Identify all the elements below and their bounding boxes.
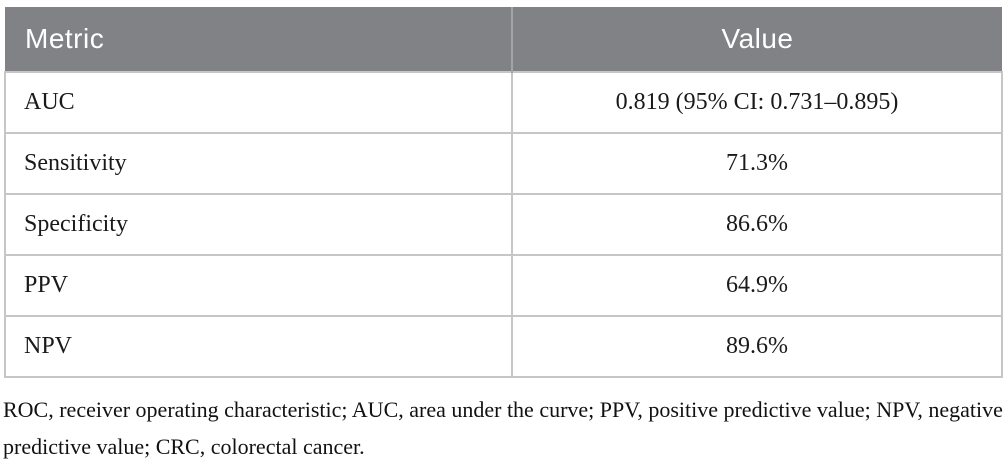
value-cell-specificity: 86.6% [511,193,1003,256]
table-footnote: ROC, receiver operating characteristic; … [3,397,1003,459]
table-header: Metric Value [5,7,1002,72]
value-cell-ppv: 64.9% [511,254,1003,317]
column-header-value: Value [511,7,1002,72]
header-row: Metric Value [5,7,1002,72]
value-cell-npv: 89.6% [511,315,1003,378]
metric-cell-specificity: Specificity [4,193,513,256]
table-row: PPV 64.9% [4,254,1003,317]
metric-cell-auc: AUC [4,71,513,134]
table-row: NPV 89.6% [4,315,1003,378]
table-row: AUC 0.819 (95% CI: 0.731–0.895) [4,71,1003,134]
table-row: Specificity 86.6% [4,193,1003,256]
value-cell-sensitivity: 71.3% [511,132,1003,195]
column-header-metric: Metric [5,7,512,72]
metric-cell-sensitivity: Sensitivity [4,132,513,195]
table-row: Sensitivity 71.3% [4,132,1003,195]
value-cell-auc: 0.819 (95% CI: 0.731–0.895) [511,71,1003,134]
metrics-table: Metric Value AUC 0.819 (95% CI: 0.731–0.… [4,7,1003,378]
metric-cell-npv: NPV [4,315,513,378]
table-body: AUC 0.819 (95% CI: 0.731–0.895) Sensitiv… [4,71,1003,378]
metric-cell-ppv: PPV [4,254,513,317]
